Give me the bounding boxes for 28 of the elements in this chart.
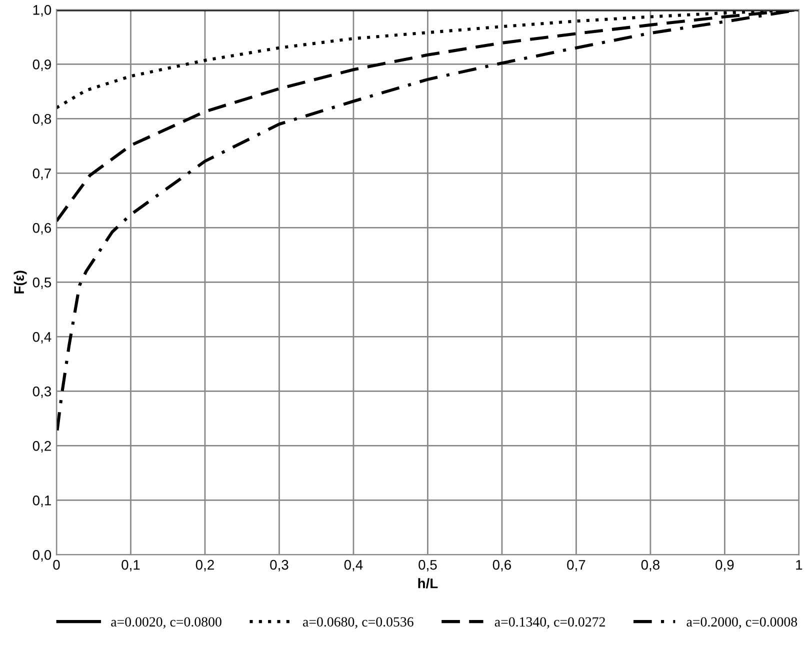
legend-label: a=0.1340, c=0.0272 [494, 617, 605, 629]
y-tick-label: 1,0 [33, 5, 52, 16]
y-tick-label: 0,1 [32, 496, 51, 508]
x-tick-label: 0,4 [344, 560, 363, 572]
x-tick-label: 0,2 [196, 560, 214, 572]
legend-label: a=0.2000, c=0.0008 [686, 617, 798, 629]
x-tick-label: 0,5 [418, 560, 437, 572]
y-tick-label: 0,4 [32, 332, 52, 344]
y-tick-label: 0,0 [32, 550, 52, 562]
x-tick-label: 1 [796, 560, 802, 570]
x-tick-label: 0,1 [122, 560, 140, 572]
y-tick-label: 0,7 [32, 168, 51, 180]
y-axis-title: F(ε) [14, 270, 27, 294]
x-tick-label: 0,9 [716, 560, 734, 572]
x-tick-label: 0,6 [492, 560, 511, 572]
legend-label: a=0.0680, c=0.0536 [302, 617, 414, 629]
x-axis-title: h/L [418, 578, 438, 588]
y-tick-label: 0,6 [32, 223, 52, 234]
x-tick-label: 0,8 [641, 560, 660, 572]
x-tick-label: 0,7 [567, 560, 586, 572]
y-tick-label: 0,2 [32, 441, 51, 453]
y-tick-label: 0,8 [32, 114, 52, 126]
y-tick-label: 0,9 [32, 60, 51, 71]
x-tick-label: 0,3 [270, 560, 288, 572]
y-tick-label: 0,5 [32, 278, 52, 289]
x-tick-label: 0 [53, 560, 60, 570]
y-tick-label: 0,3 [32, 386, 52, 398]
legend-label: a=0.0020, c=0.0800 [111, 617, 222, 629]
